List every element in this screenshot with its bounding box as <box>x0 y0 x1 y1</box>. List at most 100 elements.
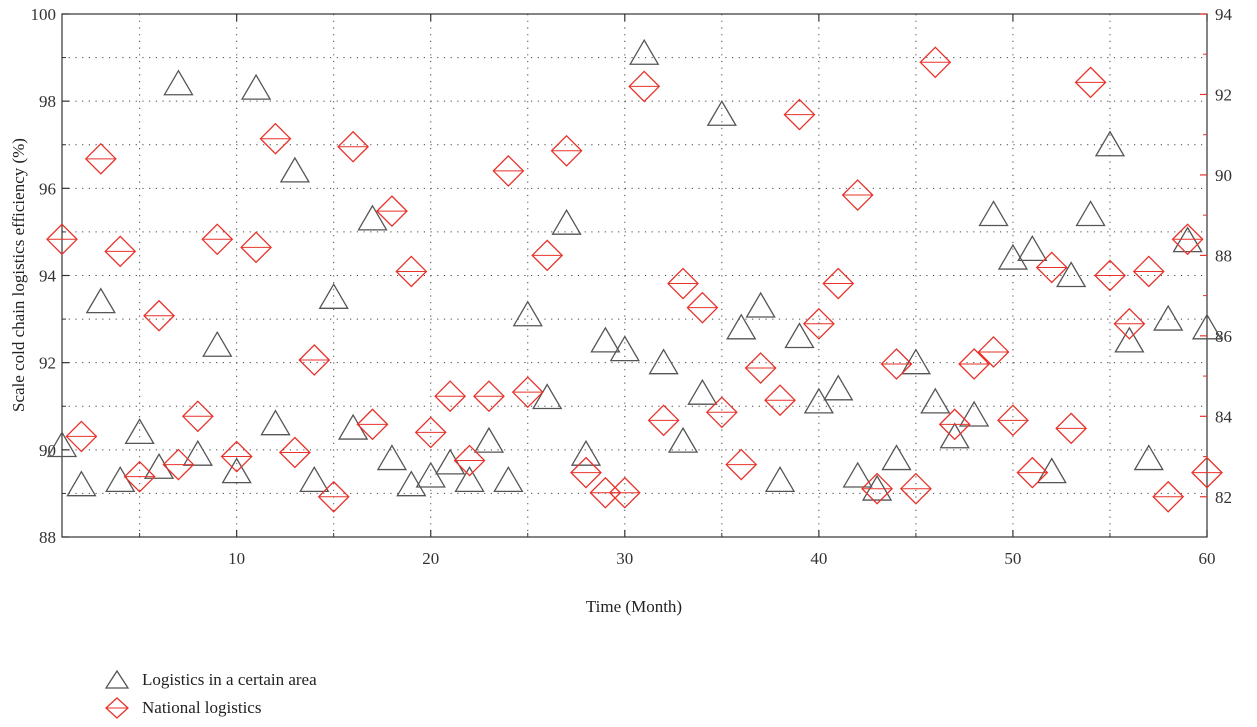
x-tick-label: 50 <box>1004 549 1021 568</box>
diamond-point <box>143 299 175 332</box>
triangle-point <box>182 439 213 466</box>
y2-tick-label: 90 <box>1215 166 1232 185</box>
triangle-point <box>978 200 1009 227</box>
diamond-point <box>492 154 525 187</box>
diamond-point <box>84 142 117 175</box>
triangle-point <box>66 470 97 497</box>
axes: 10 20 30 40 50 60 88 90 92 94 96 98 100 82 84 86 88 90 92 9… <box>31 5 1233 568</box>
y2-tick-label: 86 <box>1215 327 1232 346</box>
diamond-point <box>259 122 292 155</box>
triangle-point <box>493 466 524 492</box>
diamond-point <box>162 448 195 481</box>
triangle-point <box>764 466 796 492</box>
diamond-point <box>647 404 680 437</box>
diamond-point <box>1055 412 1088 445</box>
triangle-point <box>202 330 233 357</box>
y-tick-label: 96 <box>39 179 56 198</box>
diamond-point <box>880 348 913 380</box>
triangle-point <box>881 444 912 471</box>
triangle-point <box>1075 200 1106 227</box>
triangle-point <box>1056 261 1087 288</box>
triangle-point <box>1017 235 1048 262</box>
diamond-point <box>938 408 971 441</box>
x-tick-label: 30 <box>616 549 633 568</box>
diamond-point <box>453 444 486 477</box>
diamond-icon <box>105 697 129 719</box>
triangle-point <box>706 99 737 126</box>
diamond-point <box>240 231 272 264</box>
triangle-point <box>532 383 563 410</box>
triangle-point <box>454 466 485 492</box>
triangle-point <box>842 461 873 488</box>
diamond-point <box>764 384 796 417</box>
triangle-point <box>1153 304 1184 331</box>
triangle-point <box>803 387 834 414</box>
triangle-point <box>687 378 718 405</box>
diamond-point <box>201 223 234 256</box>
triangle-point <box>357 204 388 231</box>
triangle-point <box>590 326 621 353</box>
triangle-point <box>629 38 660 65</box>
diamond-point <box>395 255 428 288</box>
diamond-point <box>1152 480 1185 513</box>
triangle-point <box>163 69 194 96</box>
triangle-point <box>861 474 893 501</box>
triangle-point <box>435 448 466 475</box>
diamond-point <box>104 235 137 268</box>
triangle-point <box>124 418 155 445</box>
series-national-logistics <box>46 46 1223 513</box>
diamond-point <box>744 352 777 384</box>
legend-label-area: Logistics in a certain area <box>142 670 317 689</box>
diamond-point <box>298 344 331 376</box>
triangle-point <box>512 300 543 327</box>
diamond-point <box>1113 307 1146 340</box>
diamond-point <box>550 134 583 167</box>
triangle-point <box>726 313 757 340</box>
diamond-point <box>278 436 311 469</box>
y2-tick-label: 88 <box>1215 246 1232 265</box>
triangle-point <box>46 431 78 458</box>
legend: Logistics in a certain area National log… <box>104 668 317 724</box>
y-tick-label: 100 <box>31 5 57 24</box>
diamond-point <box>375 195 408 228</box>
diamond-point <box>1074 66 1107 99</box>
diamond-point <box>822 267 855 300</box>
triangle-point <box>648 348 679 375</box>
diamond-point <box>1191 456 1223 489</box>
diamond-point <box>123 460 156 493</box>
x-axis-title: Time (Month) <box>586 597 682 616</box>
diamond-point <box>531 239 564 272</box>
triangle-point <box>1036 457 1067 484</box>
triangle-point <box>823 374 854 401</box>
y2-tick-label: 82 <box>1215 488 1232 507</box>
legend-item-area: Logistics in a certain area <box>104 668 317 692</box>
diamond-point <box>725 448 758 481</box>
x-tick-label: 20 <box>422 549 439 568</box>
triangle-point <box>396 470 427 497</box>
diamond-point <box>705 396 738 429</box>
triangle-point <box>376 444 408 471</box>
diamond-point <box>1094 259 1126 292</box>
x-tick-label: 10 <box>228 549 245 568</box>
diamond-point <box>977 336 1010 368</box>
diamond-point <box>841 179 874 211</box>
triangle-point <box>1114 326 1145 353</box>
diamond-point <box>511 376 544 409</box>
diamond-point <box>899 472 932 505</box>
triangle-point <box>958 400 990 427</box>
y-tick-label: 94 <box>39 267 57 286</box>
triangle-point <box>609 335 640 362</box>
diamond-point <box>958 348 991 380</box>
diamond-point <box>46 223 78 256</box>
diamond-point <box>919 46 952 79</box>
triangle-point <box>240 73 272 100</box>
diamond-point <box>414 416 447 449</box>
diamond-point <box>802 307 835 340</box>
diamond-point <box>686 291 719 324</box>
triangle-point <box>784 322 815 349</box>
y2-tick-label: 84 <box>1215 407 1233 426</box>
diamond-point <box>667 267 699 300</box>
y-tick-label: 92 <box>39 354 56 373</box>
diamond-point <box>220 440 253 473</box>
